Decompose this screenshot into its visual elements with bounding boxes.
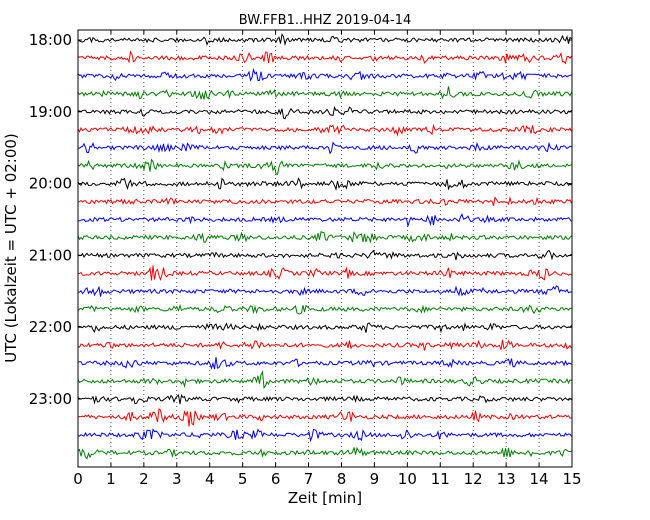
seismic-trace [78, 322, 572, 334]
x-tick-label: 2 [139, 470, 149, 488]
x-tick-label: 11 [431, 470, 450, 488]
seismic-trace [77, 33, 572, 47]
y-tick-label: 23:00 [29, 390, 72, 408]
x-tick-label: 13 [497, 470, 516, 488]
traces [77, 33, 572, 460]
x-tick-label: 9 [370, 470, 380, 488]
seismic-trace [77, 249, 572, 261]
seismic-trace [77, 370, 572, 389]
x-tick-label: 1 [106, 470, 116, 488]
y-axis-label: UTC (Lokalzeit = UTC + 02:00) [2, 133, 20, 363]
x-tick-label: 10 [398, 470, 417, 488]
y-tick-label: 22:00 [29, 318, 72, 336]
x-tick-label: 4 [205, 470, 215, 488]
plot-frame [77, 29, 573, 468]
seismic-trace [77, 339, 572, 351]
seismic-trace [77, 50, 572, 65]
seismic-trace [77, 357, 572, 370]
x-tick-label: 14 [530, 470, 549, 488]
x-tick-label: 3 [172, 470, 182, 488]
seismic-trace [77, 177, 572, 191]
seismic-trace [77, 231, 572, 244]
seismic-trace [77, 158, 572, 176]
seismic-trace [77, 393, 572, 405]
y-axis-ticks: 18:00 19:00 20:00 21:00 22:00 23:00 [29, 31, 572, 408]
x-tick-label: 15 [562, 470, 581, 488]
seismic-trace [77, 86, 572, 100]
x-tick-label: 0 [73, 470, 83, 488]
y-tick-label: 19:00 [29, 103, 72, 121]
seismic-trace [77, 67, 572, 82]
seismic-trace [77, 141, 572, 155]
seismic-trace [77, 105, 572, 120]
seismic-trace [77, 428, 572, 443]
seismic-trace [77, 123, 572, 137]
y-tick-label: 18:00 [29, 31, 72, 49]
seismic-trace [77, 265, 572, 281]
chart-title: BW.FFB1..HHZ 2019-04-14 [239, 13, 412, 28]
x-tick-label: 12 [464, 470, 483, 488]
x-tick-label: 6 [271, 470, 281, 488]
seismic-trace [77, 285, 572, 297]
x-tick-label: 7 [304, 470, 314, 488]
seismic-trace [77, 303, 572, 315]
seismic-trace [77, 446, 572, 460]
seismic-trace [77, 408, 572, 427]
x-axis-label: Zeit [min] [288, 489, 362, 507]
x-tick-label: 8 [337, 470, 347, 488]
x-tick-label: 5 [238, 470, 248, 488]
y-tick-label: 20:00 [29, 175, 72, 193]
seismic-trace [77, 196, 572, 206]
y-tick-label: 21:00 [29, 246, 72, 264]
seismic-trace [77, 213, 572, 227]
x-axis-ticks: 0 1 2 3 4 5 6 7 8 9 10 11 12 13 14 15 [73, 30, 582, 488]
grid [110, 30, 540, 467]
